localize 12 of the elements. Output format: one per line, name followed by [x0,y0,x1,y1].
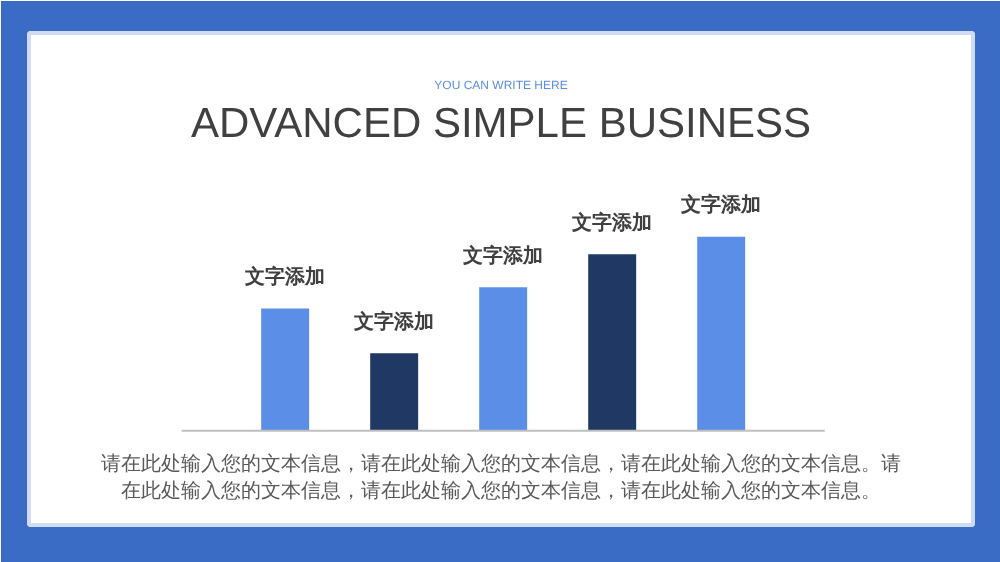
text: 文字添加 [570,210,653,235]
bar [479,287,528,431]
annotation: 文字添加 [352,309,435,334]
text: 请在此处输入您的文本信息，请在此处输入您的文本信息，请在此处输入您的文本信息。请在此处输入您的文本信息，请在此处输入您的文本信息，请在此处输入您的文本信息。 [101,452,901,503]
bar [697,236,746,431]
text: 文字添加 [679,193,762,218]
chart-title: ADVANCED SIMPLE BUSINESS [190,101,812,148]
bar [261,308,310,431]
bar [370,353,419,431]
annotation: 文字添加 [461,243,544,268]
bar [588,254,637,431]
annotation: 文字添加 [243,265,326,290]
